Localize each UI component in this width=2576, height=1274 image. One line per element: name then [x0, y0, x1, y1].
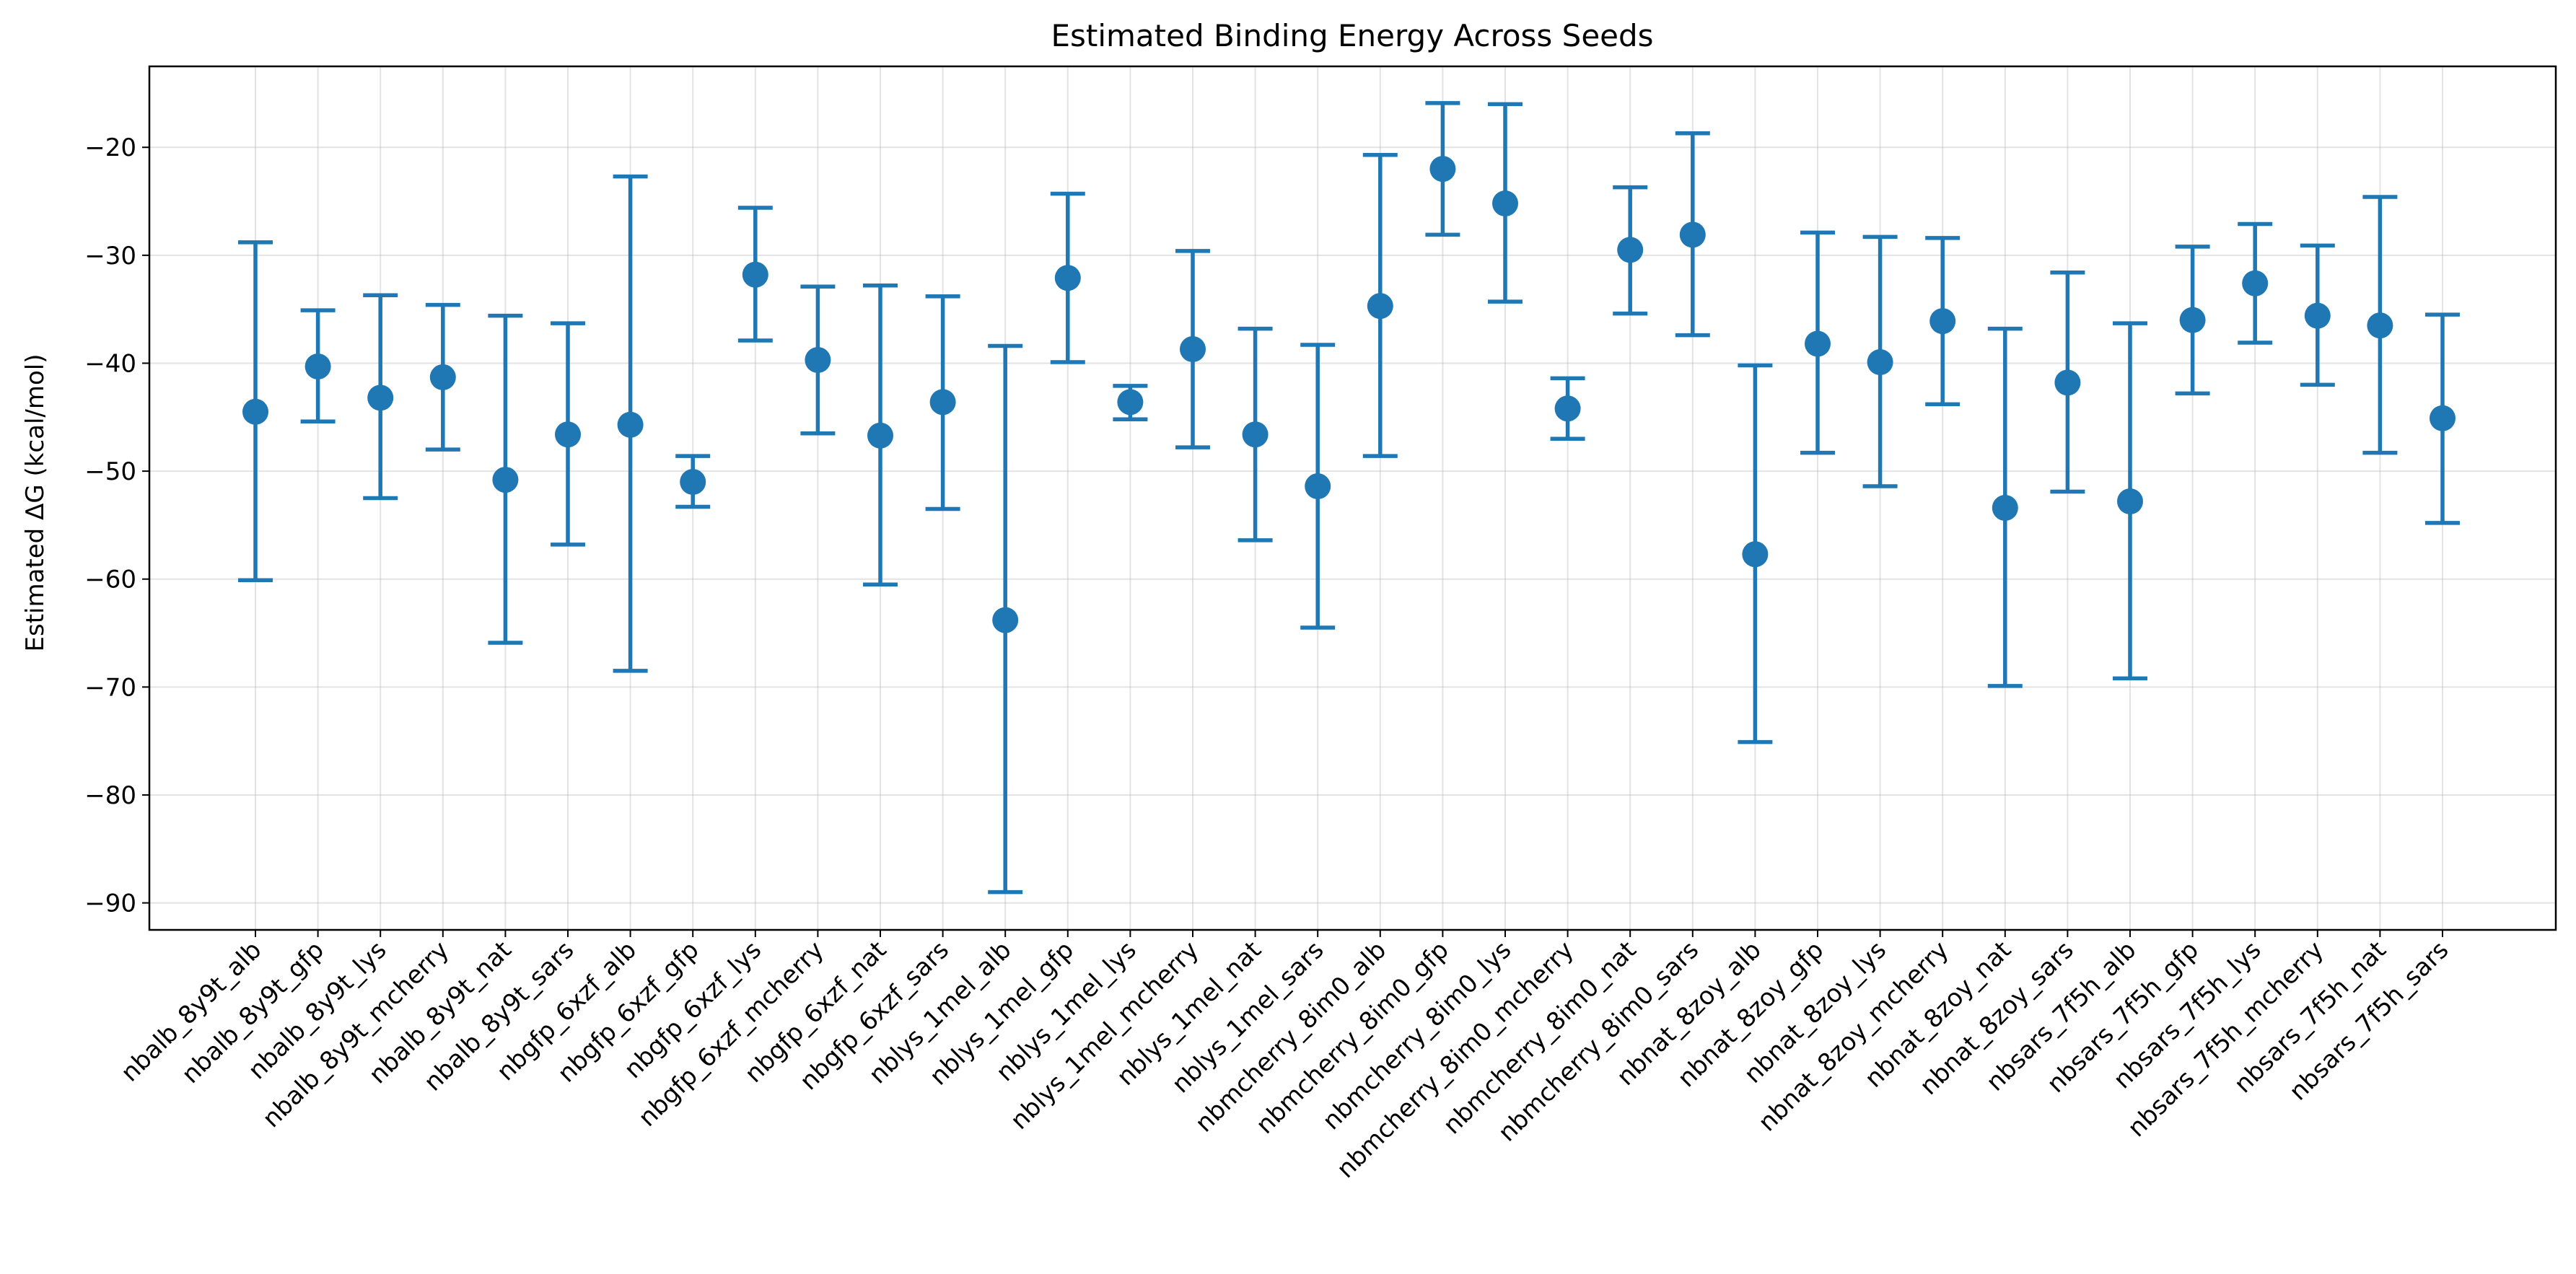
y-tick-label: −30	[84, 242, 136, 271]
data-point-group	[1300, 343, 1336, 630]
data-point	[2179, 307, 2206, 333]
data-point	[1180, 336, 1206, 363]
data-point-group	[488, 313, 523, 645]
data-point	[1679, 221, 1706, 248]
data-point-group	[2300, 243, 2335, 387]
data-point-group	[1613, 185, 1648, 316]
data-point	[429, 364, 456, 390]
data-point	[867, 422, 893, 449]
data-point-group	[863, 283, 898, 587]
data-point-group	[925, 294, 960, 511]
y-tick-label: −90	[84, 889, 136, 918]
data-point-group	[2362, 195, 2398, 455]
data-point-group	[1862, 234, 1898, 488]
data-point	[242, 398, 268, 425]
data-point-group	[1113, 384, 1148, 422]
data-point-group	[1050, 191, 1085, 364]
data-point-group	[988, 343, 1023, 895]
data-series	[238, 101, 2460, 895]
data-point	[617, 411, 644, 438]
y-tick-label: −80	[84, 781, 136, 810]
data-point-group	[1488, 102, 1523, 304]
data-point-group	[1175, 249, 1210, 449]
data-point-group	[2113, 321, 2147, 681]
data-point	[2117, 488, 2143, 514]
data-point	[1867, 348, 1893, 375]
y-tick-label: −60	[84, 566, 136, 594]
data-point-group	[1362, 152, 1398, 458]
data-point-group	[300, 308, 336, 424]
data-point-group	[1675, 131, 1710, 338]
data-point-group	[2175, 245, 2210, 396]
data-point	[1054, 265, 1081, 291]
data-point-group	[1425, 101, 1460, 237]
y-tick-label: −20	[84, 133, 136, 162]
data-point-group	[1237, 326, 1273, 542]
data-point	[2367, 312, 2393, 339]
data-point-group	[2425, 312, 2460, 525]
data-point	[2430, 405, 2455, 431]
data-point-group	[551, 321, 585, 547]
data-point-group	[675, 454, 711, 509]
data-point-group	[737, 206, 773, 343]
data-point	[2054, 369, 2081, 396]
y-tick-label: −40	[84, 349, 136, 378]
data-point	[1929, 308, 1956, 335]
data-point-group	[363, 293, 398, 501]
data-point	[492, 467, 519, 493]
chart-title: Estimated Binding Energy Across Seeds	[1051, 18, 1653, 53]
data-point-group	[1925, 236, 1961, 407]
data-point-group	[2050, 271, 2085, 494]
data-point-group	[2238, 221, 2273, 345]
grid	[149, 66, 2556, 930]
data-point	[2304, 302, 2331, 329]
data-point-group	[613, 174, 648, 673]
data-point	[1554, 395, 1581, 422]
data-point	[555, 421, 581, 448]
y-tick-label: −70	[84, 673, 136, 702]
data-point	[1617, 237, 1644, 263]
data-point	[1992, 494, 2018, 521]
data-point	[1367, 293, 1393, 320]
data-point	[680, 469, 706, 496]
data-point	[1742, 541, 1769, 568]
data-point	[305, 353, 331, 379]
data-point	[2242, 270, 2269, 296]
y-axis: −90 −80 −70 −60 −50 −40 −30 −20	[84, 133, 149, 918]
data-point-group	[1800, 230, 1835, 455]
data-point	[742, 261, 768, 288]
data-point-group	[425, 302, 460, 452]
data-point	[805, 346, 831, 373]
data-point	[1242, 421, 1269, 448]
y-tick-label: −50	[84, 457, 136, 486]
data-point	[1305, 473, 1331, 500]
data-point-group	[1987, 326, 2023, 688]
data-point-group	[800, 284, 836, 436]
data-point	[1805, 330, 1831, 357]
data-point	[1117, 389, 1144, 416]
data-point-group	[1738, 363, 1773, 744]
y-axis-label: Estimated ΔG (kcal/mol)	[21, 354, 50, 652]
data-point	[992, 607, 1019, 633]
data-point-group	[238, 240, 273, 582]
data-point-group	[1550, 376, 1585, 441]
data-point	[1492, 190, 1518, 217]
plot-frame	[148, 65, 2557, 931]
data-point	[1429, 156, 1456, 183]
data-point	[929, 389, 956, 416]
data-point	[367, 385, 394, 411]
